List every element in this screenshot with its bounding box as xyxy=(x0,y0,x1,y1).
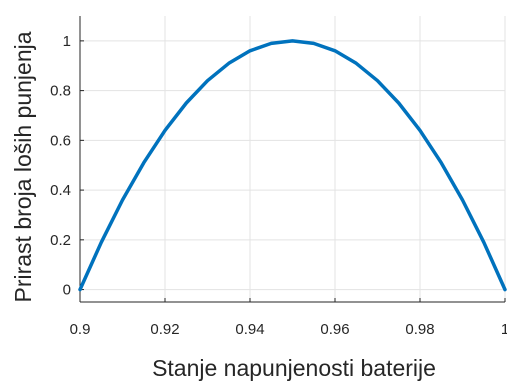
y-tick-label: 0.2 xyxy=(50,232,71,249)
x-tick-label: 0.9 xyxy=(70,321,91,338)
x-tick-label: 0.92 xyxy=(150,321,179,338)
y-tick-label: 0 xyxy=(63,282,71,299)
tick-labels: 0.9 0.92 0.94 0.96 0.98 1 0 0.2 0.4 0.6 0.8 1 xyxy=(50,33,507,338)
x-tick-label: 0.96 xyxy=(320,321,349,338)
y-axis-label: Prirast broja loših punjenja xyxy=(10,31,36,302)
axes xyxy=(79,16,505,303)
series xyxy=(78,39,507,292)
grid xyxy=(79,16,506,302)
x-axis-label: Stanje napunjenosti baterije xyxy=(152,355,436,381)
x-tick-label: 0.98 xyxy=(405,321,434,338)
x-tick-label: 0.94 xyxy=(235,321,264,338)
y-tick-label: 0.6 xyxy=(50,132,71,149)
y-tick-label: 1 xyxy=(63,33,71,50)
y-tick-label: 0.4 xyxy=(50,182,71,199)
x-tick-label: 1 xyxy=(501,321,507,338)
y-tick-label: 0.8 xyxy=(50,83,71,100)
series-line xyxy=(78,39,507,292)
ticks xyxy=(79,40,506,302)
